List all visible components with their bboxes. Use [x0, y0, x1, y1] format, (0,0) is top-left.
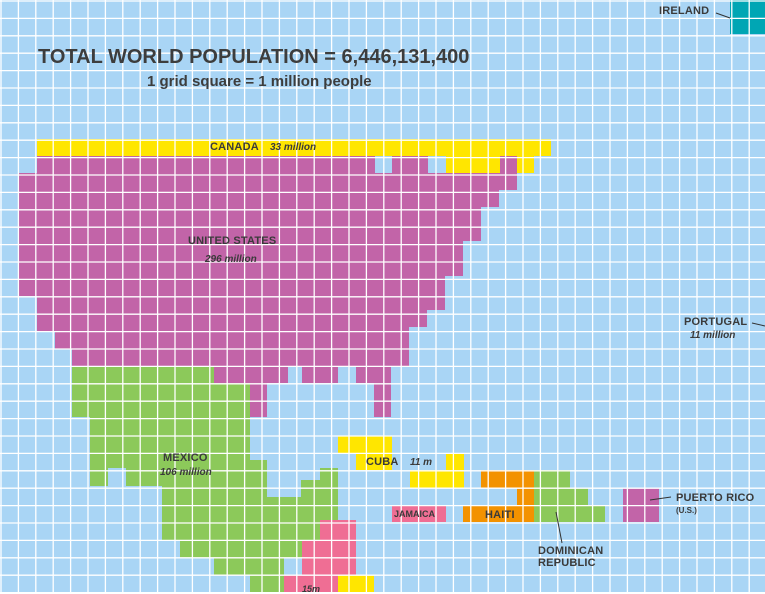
map-title: TOTAL WORLD POPULATION = 6,446,131,400: [38, 46, 470, 68]
mexico-region: [72, 366, 338, 592]
cuba-label: CUBA: [366, 456, 399, 468]
ireland-label: IRELAND: [659, 5, 710, 17]
portugal-label: PORTUGAL: [684, 316, 748, 328]
map-subtitle: 1 grid square = 1 million people: [147, 73, 372, 90]
guatemala-population: 15m: [302, 584, 321, 594]
ireland-region: [730, 0, 765, 34]
puerto-rico-note: (U.S.): [676, 506, 697, 515]
mexico-label: MEXICO: [163, 452, 208, 464]
canada-population: 33 million: [270, 142, 317, 153]
united-states-region: [19, 156, 517, 417]
haiti-region: [463, 470, 534, 522]
puerto-rico-label: PUERTO RICO: [676, 492, 755, 504]
ireland-leader-line: [715, 12, 731, 19]
puerto-rico-leader-line: [649, 496, 672, 501]
jamaica-label: JAMAICA: [394, 509, 436, 519]
haiti-label: HAITI: [485, 509, 515, 521]
dominican-republic-label-line1: DOMINICAN: [538, 545, 604, 557]
dominican-leader-line: [555, 511, 563, 544]
canada-label: CANADA: [210, 141, 259, 153]
guatemala-region: [284, 520, 356, 592]
usa-label: UNITED STATES: [188, 235, 277, 247]
mexico-population: 106 million: [160, 467, 212, 478]
dominican-republic-label-line2: REPUBLIC: [538, 557, 596, 569]
cuba-population: 11 m: [410, 457, 433, 468]
portugal-leader-line: [751, 322, 765, 327]
cuba-region: [338, 436, 464, 488]
dominican-republic-region: [534, 470, 605, 522]
belize-region: [338, 575, 374, 592]
portugal-population: 11 million: [690, 330, 736, 341]
usa-population: 296 million: [205, 254, 257, 265]
